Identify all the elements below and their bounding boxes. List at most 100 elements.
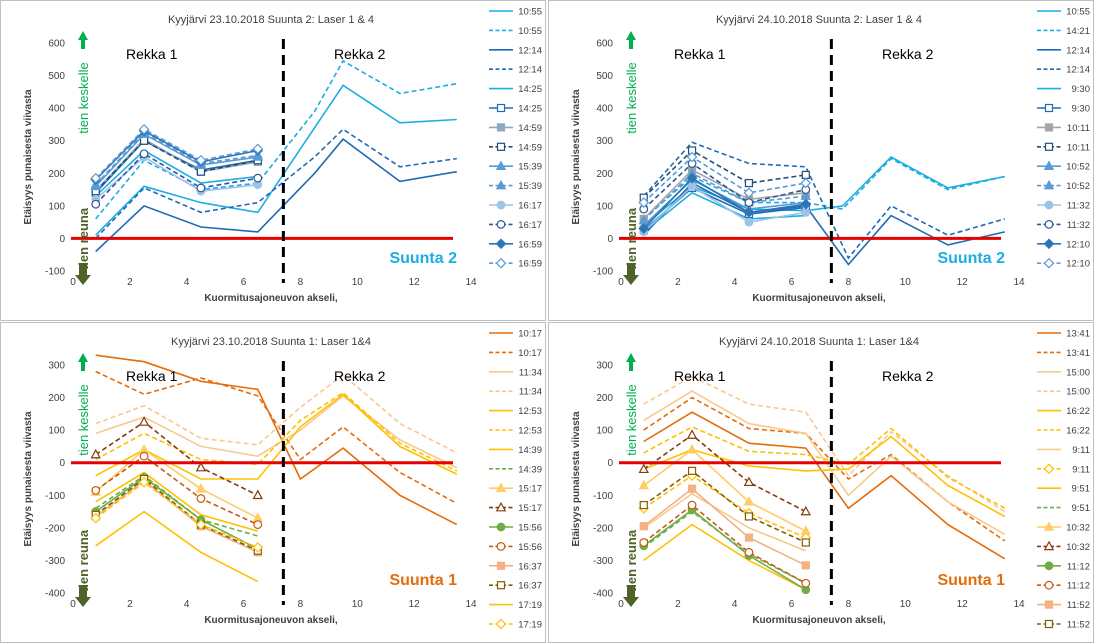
y-axis-title: Etäisyys punaisesta viivasta: [571, 411, 582, 547]
legend-label: 10:52: [1066, 181, 1090, 192]
legend-label: 10:55: [518, 26, 542, 37]
arrow-up-icon: [626, 353, 636, 362]
legend-marker: [496, 581, 506, 590]
legend-label: 9:30: [1072, 104, 1091, 115]
legend-marker: [496, 200, 506, 210]
series-line: [643, 411, 1006, 560]
legend-label: 16:22: [1066, 426, 1090, 437]
y-tick-label: 600: [596, 39, 613, 50]
y-tick-label: -100: [45, 267, 65, 278]
x-tick-label: 12: [409, 277, 421, 288]
x-tick-label: 8: [298, 277, 304, 288]
series-line: [95, 131, 258, 186]
data-point: [91, 199, 101, 209]
truck-2-label: Rekka 2: [334, 46, 386, 62]
legend-label: 15:56: [518, 542, 542, 553]
data-point: [91, 485, 101, 495]
data-point: [90, 172, 102, 184]
series-line: [643, 396, 1006, 542]
legend-label: 15:39: [518, 181, 542, 192]
legend-label: 9:11: [1072, 445, 1090, 456]
y-tick-label: 300: [48, 136, 65, 147]
legend-marker: [1044, 561, 1054, 571]
data-point: [744, 178, 754, 188]
center-label: tien keskelle: [76, 384, 91, 456]
x-tick-label: 12: [409, 599, 421, 610]
series-line: [95, 471, 259, 532]
series-line: [643, 426, 1006, 510]
data-point: [252, 489, 263, 500]
chart-panel-bottom-right: Kyyjärvi 24.10.2018 Suunta 1: Laser 1&4 -…: [548, 322, 1094, 643]
y-tick-label: 100: [596, 426, 613, 437]
x-tick-label: 2: [675, 277, 681, 288]
legend-label: 16:22: [1066, 406, 1090, 417]
series-line: [95, 152, 258, 205]
series-line: [643, 172, 806, 222]
x-tick-label: 4: [184, 599, 190, 610]
series-line: [95, 84, 457, 236]
y-axis: -100 0 100 200 300 400 500 600: [593, 39, 613, 278]
y-tick-label: -300: [593, 556, 613, 567]
x-tick-label: 0: [618, 277, 624, 288]
y-tick-label: 0: [59, 458, 65, 469]
legend-label: 17:19: [518, 620, 542, 631]
data-point: [90, 448, 101, 459]
series-line: [643, 469, 807, 544]
legend-marker: [496, 522, 506, 532]
arrow-up-icon: [81, 361, 85, 371]
legend-marker: [495, 238, 507, 250]
legend-label: 15:00: [1066, 367, 1090, 378]
data-point: [686, 429, 698, 439]
legend-label: 12:14: [518, 45, 542, 56]
arrow-down-icon: [627, 263, 635, 275]
legend-label: 12:53: [518, 406, 542, 417]
data-point: [800, 505, 811, 516]
x-tick-label: 12: [957, 599, 969, 610]
legend-label: 10:17: [518, 329, 542, 340]
data-point: [800, 198, 812, 210]
data-point: [138, 123, 150, 135]
legend-label: 9:30: [1072, 84, 1091, 95]
series-line: [95, 476, 259, 550]
series-line: [643, 510, 807, 584]
series-line: [95, 370, 458, 505]
chart-title: Kyyjärvi 24.10.2018 Suunta 1: Laser 1&4: [719, 336, 919, 348]
series-line: [95, 373, 458, 454]
x-tick-label: 6: [789, 599, 795, 610]
x-tick-label: 14: [1013, 277, 1025, 288]
series-line: [643, 390, 1006, 536]
x-axis: 0 2 4 6 8 10 12 14: [618, 599, 1025, 610]
x-axis-title: Kuormitusajoneuvon akseli,: [752, 615, 886, 626]
x-tick-label: 14: [1013, 599, 1025, 610]
series-line: [643, 504, 807, 584]
arrow-up-icon: [81, 39, 85, 49]
x-axis-title: Kuormitusajoneuvon akseli,: [204, 293, 338, 304]
series-line: [643, 448, 807, 532]
legend-marker: [495, 160, 507, 170]
legend-label: 16:37: [518, 561, 542, 572]
legend-label: 11:52: [1067, 600, 1090, 611]
truck-1-label: Rekka 1: [126, 368, 178, 384]
legend-label: 14:39: [518, 464, 542, 475]
x-tick-label: 10: [352, 599, 364, 610]
legend-marker: [496, 123, 506, 132]
truck-2-label: Rekka 2: [334, 368, 386, 384]
series-group: [90, 354, 458, 583]
center-label: tien keskelle: [76, 62, 91, 134]
legend-label: 9:51: [1072, 503, 1091, 514]
y-tick-label: 0: [607, 458, 613, 469]
data-point: [801, 207, 811, 217]
legend: 10:55 10:55 12:14 12:14 14:25 14:25 14:59 14:59…: [489, 7, 542, 270]
arrow-up-icon: [629, 361, 633, 371]
series-line: [643, 141, 1006, 260]
data-point: [801, 538, 810, 547]
series-group: [638, 141, 1006, 266]
series-line: [643, 162, 806, 210]
legend-marker: [1044, 142, 1054, 151]
legend-label: 9:51: [1072, 484, 1091, 495]
data-point: [195, 461, 207, 472]
legend-label: 13:41: [1066, 329, 1090, 340]
legend-label: 11:12: [1067, 561, 1090, 572]
data-point: [195, 519, 207, 530]
x-tick-label: 14: [465, 599, 477, 610]
